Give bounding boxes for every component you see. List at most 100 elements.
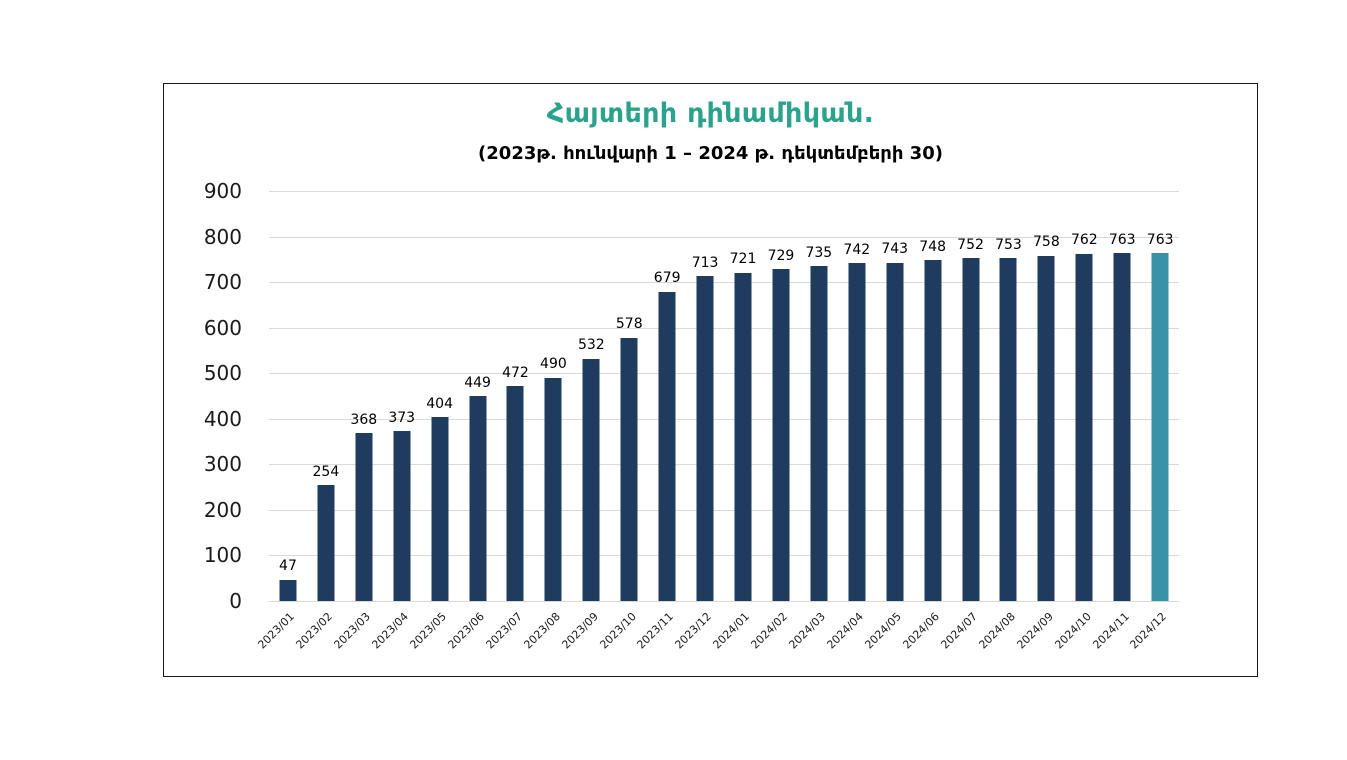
bar (317, 485, 335, 601)
bar (886, 262, 904, 601)
bar-group: 449 (459, 191, 497, 601)
bar-group: 748 (914, 191, 952, 601)
plot-area: 47 254 368 373 404 449 472 490 532 578 679 713 721 72… (269, 191, 1179, 602)
bar (1037, 255, 1055, 601)
bar-group: 472 (497, 191, 535, 601)
bar-group: 763 (1141, 191, 1179, 601)
y-axis-tick-label: 900 (203, 179, 242, 203)
bar-value-label: 472 (502, 364, 529, 381)
gridline (269, 282, 1179, 284)
chart-container: Հայտերի դինամիկան. (2023թ. հունվարի 1 – … (163, 83, 1258, 677)
bar-value-label: 47 (279, 558, 297, 575)
bar-value-label: 763 (1108, 232, 1136, 249)
gridline (269, 327, 1179, 329)
bar-group: 713 (686, 191, 724, 601)
bar (279, 579, 297, 601)
bar (658, 291, 676, 601)
bar-group: 753 (990, 191, 1028, 601)
bar-value-label: 742 (843, 241, 871, 258)
y-axis-tick-label: 600 (203, 315, 242, 340)
y-axis-tick-label: 800 (203, 224, 242, 249)
bar-value-label: 762 (1070, 232, 1098, 249)
bar-value-label: 743 (881, 241, 909, 258)
bar (431, 416, 449, 601)
bar-value-label: 404 (426, 395, 454, 412)
bar (999, 257, 1017, 601)
bar-value-label: 679 (653, 270, 681, 287)
x-axis-tick-label: 2023/01 (255, 610, 298, 652)
y-axis-tick-label: 500 (203, 361, 242, 386)
gridline (269, 509, 1179, 511)
y-axis-tick-label: 400 (203, 406, 242, 431)
bar-group: 47 (269, 191, 307, 601)
bar-value-label: 752 (957, 237, 984, 254)
bar-value-label: 254 (312, 463, 340, 480)
bar-group: 404 (421, 191, 459, 601)
bar-value-label: 490 (540, 356, 567, 373)
y-axis-tick-label: 200 (203, 497, 242, 522)
bar-value-label: 753 (995, 236, 1022, 253)
bar (544, 377, 562, 601)
bar-value-label: 368 (350, 411, 378, 428)
bar (393, 431, 411, 601)
bar (772, 268, 790, 601)
bar-value-label: 449 (464, 375, 491, 392)
bar (810, 266, 828, 601)
bar-value-label: 763 (1146, 232, 1174, 249)
bar-highlighted (1151, 253, 1169, 601)
chart-title: Հայտերի դինամիկան. (546, 98, 875, 129)
y-axis-tick-label: 0 (229, 589, 242, 613)
bar-group: 490 (534, 191, 572, 601)
bar-group: 762 (1065, 191, 1103, 601)
bar-value-label: 578 (615, 316, 643, 333)
chart-subtitle: (2023թ. հունվարի 1 – 2024 թ. դեկտեմբերի … (478, 143, 943, 164)
bar (1113, 253, 1131, 601)
bar-group: 368 (345, 191, 383, 601)
y-axis: 0 100 200 300 400 500 600 700 800 900 (164, 181, 248, 611)
bar-value-label: 748 (919, 238, 946, 255)
bar-group: 742 (838, 191, 876, 601)
bar (924, 260, 942, 601)
y-axis-tick-label: 300 (203, 452, 242, 477)
x-axis: 2023/01 2023/02 2023/03 2023/04 2023/05 2023/… (256, 603, 1179, 675)
bar (355, 433, 373, 601)
bar-group: 679 (648, 191, 686, 601)
bar-value-label: 729 (767, 247, 795, 264)
bar-value-label: 532 (577, 337, 605, 354)
bar (582, 358, 600, 601)
bar (734, 272, 752, 601)
gridline (269, 418, 1179, 420)
bar-value-label: 721 (729, 251, 757, 268)
y-axis-tick-label: 100 (203, 543, 242, 568)
bar-value-label: 735 (805, 244, 833, 261)
bar (696, 276, 714, 601)
bar (1075, 253, 1093, 601)
bar-group: 735 (800, 191, 838, 601)
gridlines (269, 191, 1179, 602)
gridline (269, 191, 1179, 192)
bar-value-label: 758 (1033, 234, 1060, 251)
gridline (269, 464, 1179, 466)
bar-value-label: 373 (388, 409, 416, 426)
bar-group: 532 (572, 191, 610, 601)
bar-group: 758 (1027, 191, 1065, 601)
bar-group: 752 (952, 191, 990, 601)
bar (848, 262, 866, 601)
gridline (269, 373, 1179, 375)
bar-group: 729 (762, 191, 800, 601)
bars: 47 254 368 373 404 449 472 490 532 578 679 713 721 72… (269, 191, 1179, 601)
bar-group: 721 (724, 191, 762, 601)
bar (620, 337, 638, 601)
bar (962, 258, 980, 601)
gridline (269, 236, 1179, 238)
bar-group: 743 (876, 191, 914, 601)
bar-group: 578 (610, 191, 648, 601)
gridline (269, 601, 1179, 602)
bar (469, 396, 487, 601)
bar-group: 373 (383, 191, 421, 601)
y-axis-tick-label: 700 (203, 270, 242, 295)
bar (506, 385, 524, 601)
bar-group: 763 (1103, 191, 1141, 601)
gridline (269, 555, 1179, 557)
x-axis-tick: 2024/12 (1128, 603, 1179, 675)
